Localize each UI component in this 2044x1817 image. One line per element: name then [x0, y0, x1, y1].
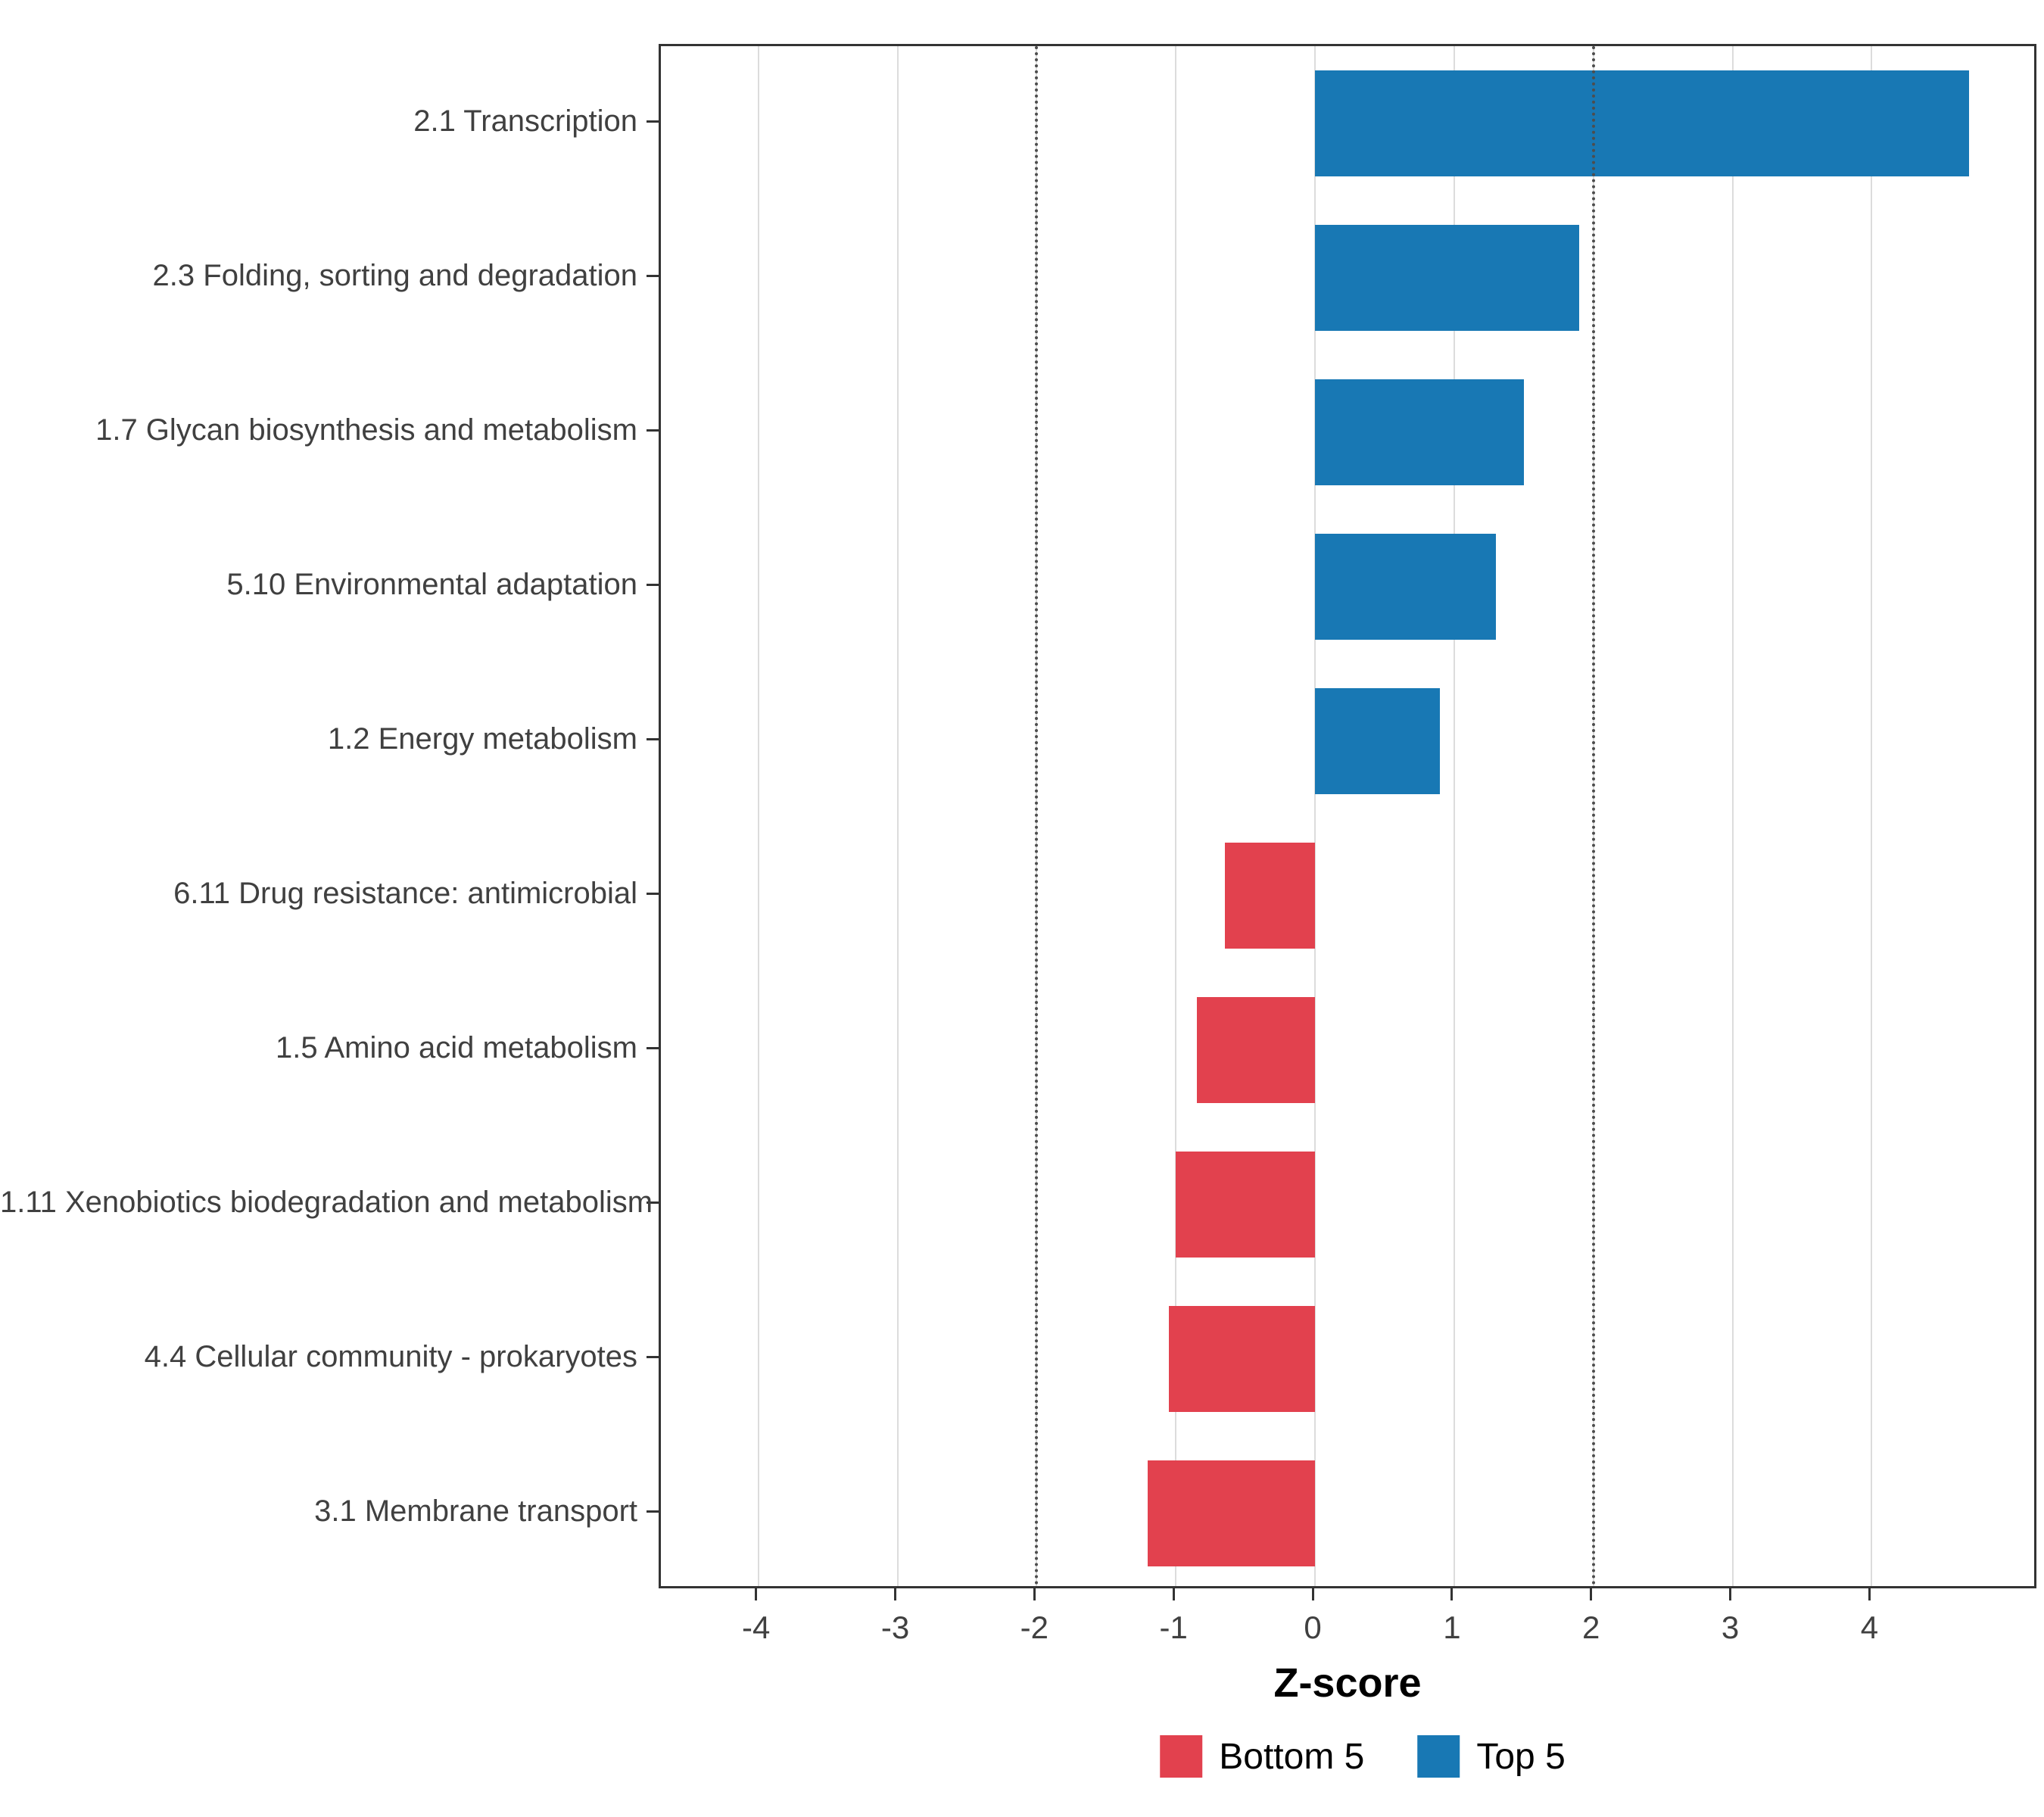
- legend-swatch-bottom5: [1160, 1735, 1203, 1778]
- y-axis-label: 4.4 Cellular community - prokaryotes: [144, 1340, 637, 1373]
- reference-line-2: [1591, 46, 1595, 1586]
- reference-line--2: [1035, 46, 1039, 1586]
- x-tick-mark: [1868, 1588, 1871, 1600]
- bar-1-7-glycan-biosynthesis-and-metabolism: [1315, 379, 1524, 485]
- x-tick-mark: [1033, 1588, 1036, 1600]
- y-axis-label: 1.7 Glycan biosynthesis and metabolism: [95, 413, 637, 447]
- y-axis-label: 6.11 Drug resistance: antimicrobial: [173, 877, 637, 910]
- legend-label-bottom5: Bottom 5: [1219, 1736, 1365, 1777]
- gridline-x--4: [757, 46, 759, 1586]
- y-tick-mark: [647, 1355, 659, 1358]
- bar-2-1-transcription: [1315, 70, 1970, 176]
- x-tick-mark: [1450, 1588, 1454, 1600]
- x-tick-mark: [1172, 1588, 1175, 1600]
- legend-item-top5: Top 5: [1417, 1735, 1566, 1778]
- bar-2-3-folding-sorting-and-degradation: [1315, 225, 1580, 331]
- x-tick-mark: [1590, 1588, 1593, 1600]
- legend-swatch-top5: [1417, 1735, 1460, 1778]
- x-tick-mark: [755, 1588, 758, 1600]
- x-axis-tick-label: -1: [1159, 1610, 1188, 1645]
- bar-1-5-amino-acid-metabolism: [1196, 997, 1316, 1103]
- legend-label-top5: Top 5: [1476, 1736, 1566, 1777]
- x-axis-tick-label: -4: [741, 1610, 771, 1645]
- y-axis-label: 1.2 Energy metabolism: [327, 722, 637, 756]
- y-tick-mark: [647, 274, 659, 277]
- y-tick-mark: [647, 1510, 659, 1513]
- x-axis-tick-label: 1: [1443, 1610, 1461, 1645]
- x-axis-title: Z-score: [1273, 1660, 1422, 1706]
- y-tick-mark: [647, 1201, 659, 1204]
- gridline-x--1: [1175, 46, 1177, 1586]
- x-axis-tick-label: 4: [1860, 1610, 1879, 1645]
- gridline-x-1: [1453, 46, 1455, 1586]
- bar-1-11-xenobiotics-biodegradation-and-metabolism: [1176, 1152, 1316, 1258]
- y-tick-mark: [647, 120, 659, 123]
- y-tick-mark: [647, 583, 659, 586]
- legend: Bottom 5 Top 5: [1160, 1735, 1566, 1778]
- x-axis-tick-label: 3: [1721, 1610, 1740, 1645]
- legend-item-bottom5: Bottom 5: [1160, 1735, 1364, 1778]
- x-axis-tick-label: 0: [1304, 1610, 1322, 1645]
- y-tick-mark: [647, 1046, 659, 1049]
- gridline-x-0: [1314, 46, 1316, 1586]
- gridline-x--3: [896, 46, 899, 1586]
- gridline-x-3: [1731, 46, 1734, 1586]
- bar-5-10-environmental-adaptation: [1315, 534, 1497, 640]
- bar-6-11-drug-resistance-antimicrobial: [1224, 843, 1316, 949]
- y-axis-label: 1.11 Xenobiotics biodegradation and meta…: [0, 1186, 653, 1219]
- y-axis-label: 1.5 Amino acid metabolism: [275, 1031, 637, 1064]
- bar-3-1-membrane-transport: [1148, 1460, 1316, 1566]
- x-axis-tick-label: -3: [880, 1610, 910, 1645]
- plot-panel: [659, 44, 2036, 1588]
- bar-4-4-cellular-community-prokaryotes: [1169, 1306, 1316, 1412]
- x-axis-tick-label: -2: [1020, 1610, 1049, 1645]
- y-axis-label: 2.1 Transcription: [413, 104, 637, 138]
- gridline-x-4: [1871, 46, 1873, 1586]
- x-axis-tick-label: 2: [1582, 1610, 1600, 1645]
- x-tick-mark: [1311, 1588, 1314, 1600]
- y-axis-label: 5.10 Environmental adaptation: [226, 568, 637, 601]
- y-tick-mark: [647, 737, 659, 740]
- y-axis-label: 3.1 Membrane transport: [314, 1494, 637, 1528]
- y-axis-label: 2.3 Folding, sorting and degradation: [152, 259, 637, 292]
- y-tick-mark: [647, 892, 659, 895]
- bar-1-2-energy-metabolism: [1315, 688, 1441, 794]
- x-tick-mark: [894, 1588, 897, 1600]
- y-tick-mark: [647, 429, 659, 432]
- x-tick-mark: [1729, 1588, 1732, 1600]
